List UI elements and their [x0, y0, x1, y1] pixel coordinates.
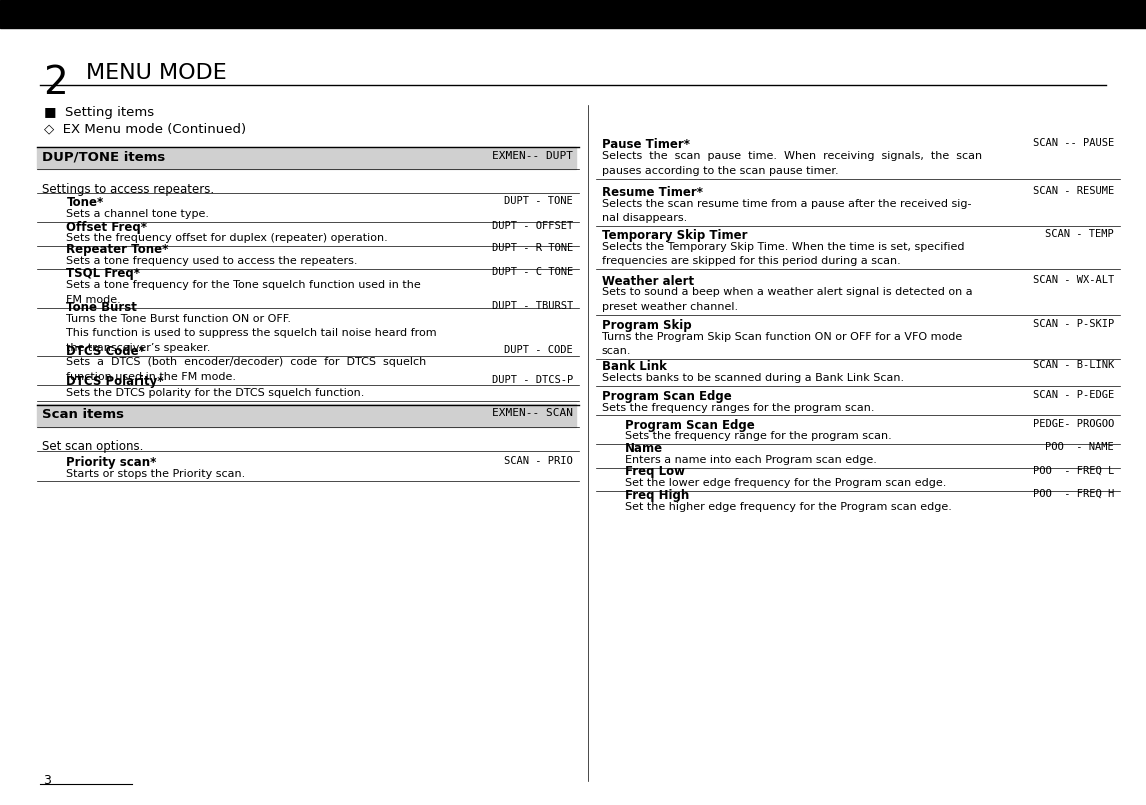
Text: Set the lower edge frequency for the Program scan edge.: Set the lower edge frequency for the Pro… — [625, 478, 945, 488]
Text: Enters a name into each Program scan edge.: Enters a name into each Program scan edg… — [625, 455, 877, 464]
Text: SCAN - P-SKIP: SCAN - P-SKIP — [1033, 319, 1114, 328]
Text: Turns the Tone Burst function ON or OFF.: Turns the Tone Burst function ON or OFF. — [66, 314, 291, 324]
Bar — [0, 0, 1146, 28]
Text: Selects the Temporary Skip Time. When the time is set, specified: Selects the Temporary Skip Time. When th… — [602, 242, 964, 251]
Text: Offset Freq*: Offset Freq* — [66, 221, 148, 233]
Text: Tone*: Tone* — [66, 196, 104, 209]
Text: Set the higher edge frequency for the Program scan edge.: Set the higher edge frequency for the Pr… — [625, 502, 951, 511]
Text: MENU MODE: MENU MODE — [86, 63, 227, 83]
Text: ■  Setting items: ■ Setting items — [44, 106, 154, 119]
Text: Settings to access repeaters.: Settings to access repeaters. — [42, 183, 214, 196]
Text: FM mode.: FM mode. — [66, 295, 121, 304]
Text: Sets a tone frequency for the Tone squelch function used in the: Sets a tone frequency for the Tone squel… — [66, 280, 422, 290]
Text: Name: Name — [625, 442, 662, 455]
Text: Program Scan Edge: Program Scan Edge — [625, 419, 754, 431]
Text: SCAN - P-EDGE: SCAN - P-EDGE — [1033, 390, 1114, 399]
Text: Bank Link: Bank Link — [602, 360, 667, 373]
Text: EXMEN-- SCAN: EXMEN-- SCAN — [492, 408, 573, 418]
Text: This function is used to suppress the squelch tail noise heard from: This function is used to suppress the sq… — [66, 328, 437, 338]
Text: DUPT - TBURST: DUPT - TBURST — [492, 301, 573, 311]
Text: DUPT - R TONE: DUPT - R TONE — [492, 243, 573, 253]
Text: Program Scan Edge: Program Scan Edge — [602, 390, 731, 402]
Text: Sets a channel tone type.: Sets a channel tone type. — [66, 209, 210, 219]
Text: Tone Burst: Tone Burst — [66, 301, 138, 314]
Text: scan.: scan. — [602, 346, 631, 356]
Text: Sets  a  DTCS  (both  encoder/decoder)  code  for  DTCS  squelch: Sets a DTCS (both encoder/decoder) code … — [66, 357, 426, 367]
Text: Selects banks to be scanned during a Bank Link Scan.: Selects banks to be scanned during a Ban… — [602, 373, 904, 382]
Bar — [37, 404, 576, 427]
Text: 2: 2 — [44, 64, 69, 102]
Text: DTCS Polarity*: DTCS Polarity* — [66, 375, 164, 388]
Text: DUPT - TONE: DUPT - TONE — [504, 196, 573, 206]
Text: DUPT - OFFSET: DUPT - OFFSET — [492, 221, 573, 230]
Text: SCAN - B-LINK: SCAN - B-LINK — [1033, 360, 1114, 369]
Text: Weather alert: Weather alert — [602, 275, 693, 287]
Text: Scan items: Scan items — [42, 408, 125, 421]
Text: DUPT - C TONE: DUPT - C TONE — [492, 267, 573, 277]
Text: Temporary Skip Timer: Temporary Skip Timer — [602, 229, 747, 242]
Text: Sets the frequency offset for duplex (repeater) operation.: Sets the frequency offset for duplex (re… — [66, 233, 388, 243]
Text: DUP/TONE items: DUP/TONE items — [42, 151, 166, 163]
Text: Starts or stops the Priority scan.: Starts or stops the Priority scan. — [66, 469, 245, 478]
Text: DUPT - CODE: DUPT - CODE — [504, 345, 573, 354]
Text: SCAN - WX-ALT: SCAN - WX-ALT — [1033, 275, 1114, 284]
Text: function used in the FM mode.: function used in the FM mode. — [66, 372, 236, 382]
Text: DUPT - DTCS-P: DUPT - DTCS-P — [492, 375, 573, 385]
Text: 3: 3 — [44, 774, 52, 787]
Text: SCAN - RESUME: SCAN - RESUME — [1033, 186, 1114, 196]
Text: SCAN - TEMP: SCAN - TEMP — [1045, 229, 1114, 238]
Bar — [37, 147, 576, 169]
Text: Turns the Program Skip Scan function ON or OFF for a VFO mode: Turns the Program Skip Scan function ON … — [602, 332, 961, 341]
Text: Priority scan*: Priority scan* — [66, 456, 157, 469]
Text: Set scan options.: Set scan options. — [42, 440, 143, 453]
Text: nal disappears.: nal disappears. — [602, 213, 686, 223]
Text: Freq High: Freq High — [625, 489, 689, 502]
Text: frequencies are skipped for this period during a scan.: frequencies are skipped for this period … — [602, 256, 901, 266]
Text: ◇  EX Menu mode (Continued): ◇ EX Menu mode (Continued) — [44, 122, 245, 135]
Text: POO  - FREQ H: POO - FREQ H — [1033, 489, 1114, 498]
Text: TSQL Freq*: TSQL Freq* — [66, 267, 141, 280]
Text: SCAN -- PAUSE: SCAN -- PAUSE — [1033, 138, 1114, 148]
Text: Selects the scan resume time from a pause after the received sig-: Selects the scan resume time from a paus… — [602, 199, 971, 208]
Text: POO  - FREQ L: POO - FREQ L — [1033, 465, 1114, 475]
Text: PEDGE- PROGOO: PEDGE- PROGOO — [1033, 419, 1114, 428]
Text: DTCS Code*: DTCS Code* — [66, 345, 146, 357]
Text: SCAN - PRIO: SCAN - PRIO — [504, 456, 573, 465]
Text: Sets the DTCS polarity for the DTCS squelch function.: Sets the DTCS polarity for the DTCS sque… — [66, 388, 364, 398]
Text: Sets a tone frequency used to access the repeaters.: Sets a tone frequency used to access the… — [66, 256, 358, 266]
Text: preset weather channel.: preset weather channel. — [602, 302, 738, 312]
Text: Sets the frequency range for the program scan.: Sets the frequency range for the program… — [625, 431, 892, 441]
Text: Pause Timer*: Pause Timer* — [602, 138, 690, 151]
Text: pauses according to the scan pause timer.: pauses according to the scan pause timer… — [602, 166, 838, 175]
Text: Sets to sound a beep when a weather alert signal is detected on a: Sets to sound a beep when a weather aler… — [602, 287, 972, 297]
Text: the transceiver’s speaker.: the transceiver’s speaker. — [66, 343, 211, 353]
Text: POO  - NAME: POO - NAME — [1045, 442, 1114, 452]
Text: Program Skip: Program Skip — [602, 319, 691, 332]
Text: Sets the frequency ranges for the program scan.: Sets the frequency ranges for the progra… — [602, 402, 874, 412]
Text: Resume Timer*: Resume Timer* — [602, 186, 702, 199]
Text: Selects  the  scan  pause  time.  When  receiving  signals,  the  scan: Selects the scan pause time. When receiv… — [602, 151, 982, 161]
Text: Freq Low: Freq Low — [625, 465, 684, 478]
Text: EXMEN-- DUPT: EXMEN-- DUPT — [492, 151, 573, 160]
Text: Repeater Tone*: Repeater Tone* — [66, 243, 168, 256]
